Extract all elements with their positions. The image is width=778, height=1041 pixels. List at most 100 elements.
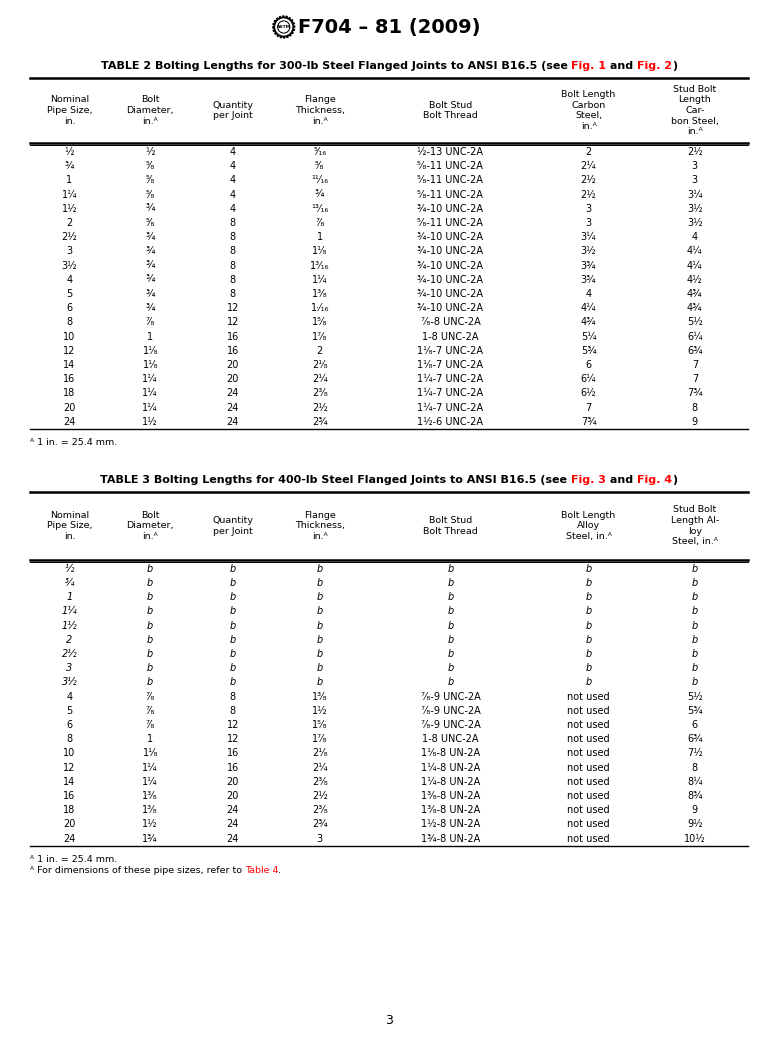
Text: 3: 3 [66, 663, 72, 674]
Text: 1: 1 [66, 175, 72, 185]
Text: ᴬ For dimensions of these pipe sizes, refer to: ᴬ For dimensions of these pipe sizes, re… [30, 866, 245, 874]
Text: Stud Bolt
Length
Car-
bon Steel,
in.ᴬ: Stud Bolt Length Car- bon Steel, in.ᴬ [671, 84, 719, 136]
Text: Fig. 3: Fig. 3 [571, 475, 606, 485]
Text: 24: 24 [63, 416, 75, 427]
Text: b: b [230, 563, 236, 574]
Text: not used: not used [567, 834, 610, 843]
Text: 1¼: 1¼ [142, 777, 158, 787]
Text: Table 4: Table 4 [245, 866, 279, 874]
Text: ⁷⁄₈: ⁷⁄₈ [145, 318, 155, 327]
Text: b: b [447, 592, 454, 602]
Text: 3: 3 [317, 834, 323, 843]
Text: ½-13 UNC-2A: ½-13 UNC-2A [417, 147, 483, 157]
Text: b: b [317, 563, 323, 574]
Text: 8: 8 [230, 247, 236, 256]
Text: b: b [692, 663, 698, 674]
Text: TABLE 2 Bolting Lengths for 300-lb Steel Flanged Joints to ANSI B16.5 (see: TABLE 2 Bolting Lengths for 300-lb Steel… [100, 61, 571, 71]
Text: Fig. 2: Fig. 2 [637, 61, 672, 71]
Text: ⁷⁄₈-8 UNC-2A: ⁷⁄₈-8 UNC-2A [421, 318, 480, 327]
Text: 2: 2 [66, 635, 72, 644]
Text: ¾-10 UNC-2A: ¾-10 UNC-2A [417, 232, 483, 243]
Text: 1: 1 [317, 232, 323, 243]
Text: b: b [230, 635, 236, 644]
Text: b: b [447, 563, 454, 574]
Text: 8: 8 [230, 706, 236, 716]
Text: 2½: 2½ [687, 147, 703, 157]
Text: ¾-10 UNC-2A: ¾-10 UNC-2A [417, 204, 483, 213]
Text: 8¼: 8¼ [687, 777, 703, 787]
Text: and: and [606, 61, 637, 71]
Text: Nominal
Pipe Size,
in.: Nominal Pipe Size, in. [47, 510, 93, 541]
Text: Flange
Thickness,
in.ᴬ: Flange Thickness, in.ᴬ [295, 95, 345, 126]
Text: ᴬ 1 in. = 25.4 mm.: ᴬ 1 in. = 25.4 mm. [30, 438, 117, 447]
Text: not used: not used [567, 819, 610, 830]
Text: 1¼-7 UNC-2A: 1¼-7 UNC-2A [417, 374, 483, 384]
Text: 12: 12 [226, 318, 239, 327]
Text: 3¾: 3¾ [581, 275, 597, 284]
Text: 1¹⁄₈: 1¹⁄₈ [142, 360, 158, 370]
Text: 6¾: 6¾ [687, 734, 703, 744]
Text: Nominal
Pipe Size,
in.: Nominal Pipe Size, in. [47, 95, 93, 126]
Text: 1½: 1½ [61, 620, 77, 631]
Text: ¾-10 UNC-2A: ¾-10 UNC-2A [417, 247, 483, 256]
Text: 1¹⁄₈: 1¹⁄₈ [142, 346, 158, 356]
Text: b: b [692, 606, 698, 616]
Text: 1¼-7 UNC-2A: 1¼-7 UNC-2A [417, 388, 483, 399]
Text: 24: 24 [226, 403, 239, 412]
Text: 9: 9 [692, 805, 698, 815]
Text: 4: 4 [230, 204, 236, 213]
Text: and: and [606, 475, 637, 485]
Text: ½: ½ [65, 147, 74, 157]
Text: ⁷⁄₈: ⁷⁄₈ [145, 691, 155, 702]
Text: ¾: ¾ [145, 275, 155, 284]
Text: 6: 6 [692, 720, 698, 730]
Text: not used: not used [567, 762, 610, 772]
Text: 2½: 2½ [312, 791, 328, 801]
Text: ½: ½ [145, 147, 155, 157]
Circle shape [276, 19, 292, 35]
Text: .: . [279, 866, 282, 874]
Text: ⁷⁄₈-9 UNC-2A: ⁷⁄₈-9 UNC-2A [421, 691, 480, 702]
Text: 2½: 2½ [61, 649, 77, 659]
Text: 1³⁄₈: 1³⁄₈ [142, 791, 158, 801]
Text: not used: not used [567, 777, 610, 787]
Text: ): ) [672, 61, 678, 71]
Text: ¾-10 UNC-2A: ¾-10 UNC-2A [417, 275, 483, 284]
Text: b: b [147, 592, 153, 602]
Text: 1½: 1½ [142, 416, 158, 427]
Text: b: b [230, 578, 236, 588]
Text: ⁷⁄₈: ⁷⁄₈ [145, 706, 155, 716]
Text: 3½: 3½ [61, 678, 77, 687]
Text: 1: 1 [147, 734, 153, 744]
Text: b: b [447, 663, 454, 674]
Text: b: b [586, 649, 592, 659]
Text: 6½: 6½ [581, 388, 597, 399]
Text: 6: 6 [586, 360, 591, 370]
Text: b: b [317, 620, 323, 631]
Text: 2½: 2½ [312, 403, 328, 412]
Text: ¾-10 UNC-2A: ¾-10 UNC-2A [417, 260, 483, 271]
Text: not used: not used [567, 691, 610, 702]
Text: F704 – 81 (2009): F704 – 81 (2009) [298, 18, 480, 36]
Text: Bolt
Diameter,
in.ᴬ: Bolt Diameter, in.ᴬ [127, 95, 174, 126]
Text: 8: 8 [692, 403, 698, 412]
Text: b: b [317, 649, 323, 659]
Text: 3½: 3½ [581, 247, 597, 256]
Text: b: b [317, 663, 323, 674]
Text: 1¼: 1¼ [61, 189, 77, 200]
Text: 24: 24 [226, 416, 239, 427]
Text: 5: 5 [66, 706, 72, 716]
Text: 12: 12 [63, 762, 75, 772]
Text: ⁵⁄₈: ⁵⁄₈ [145, 161, 155, 171]
Text: 4: 4 [692, 232, 698, 243]
Text: ¾: ¾ [145, 303, 155, 313]
Text: 1³⁄₈: 1³⁄₈ [142, 805, 158, 815]
Text: b: b [586, 563, 592, 574]
Text: 3: 3 [586, 204, 591, 213]
Text: b: b [230, 606, 236, 616]
Text: 1½: 1½ [312, 706, 328, 716]
Text: 5: 5 [66, 289, 72, 299]
Text: b: b [317, 606, 323, 616]
Text: 3¼: 3¼ [687, 189, 703, 200]
Text: not used: not used [567, 748, 610, 758]
